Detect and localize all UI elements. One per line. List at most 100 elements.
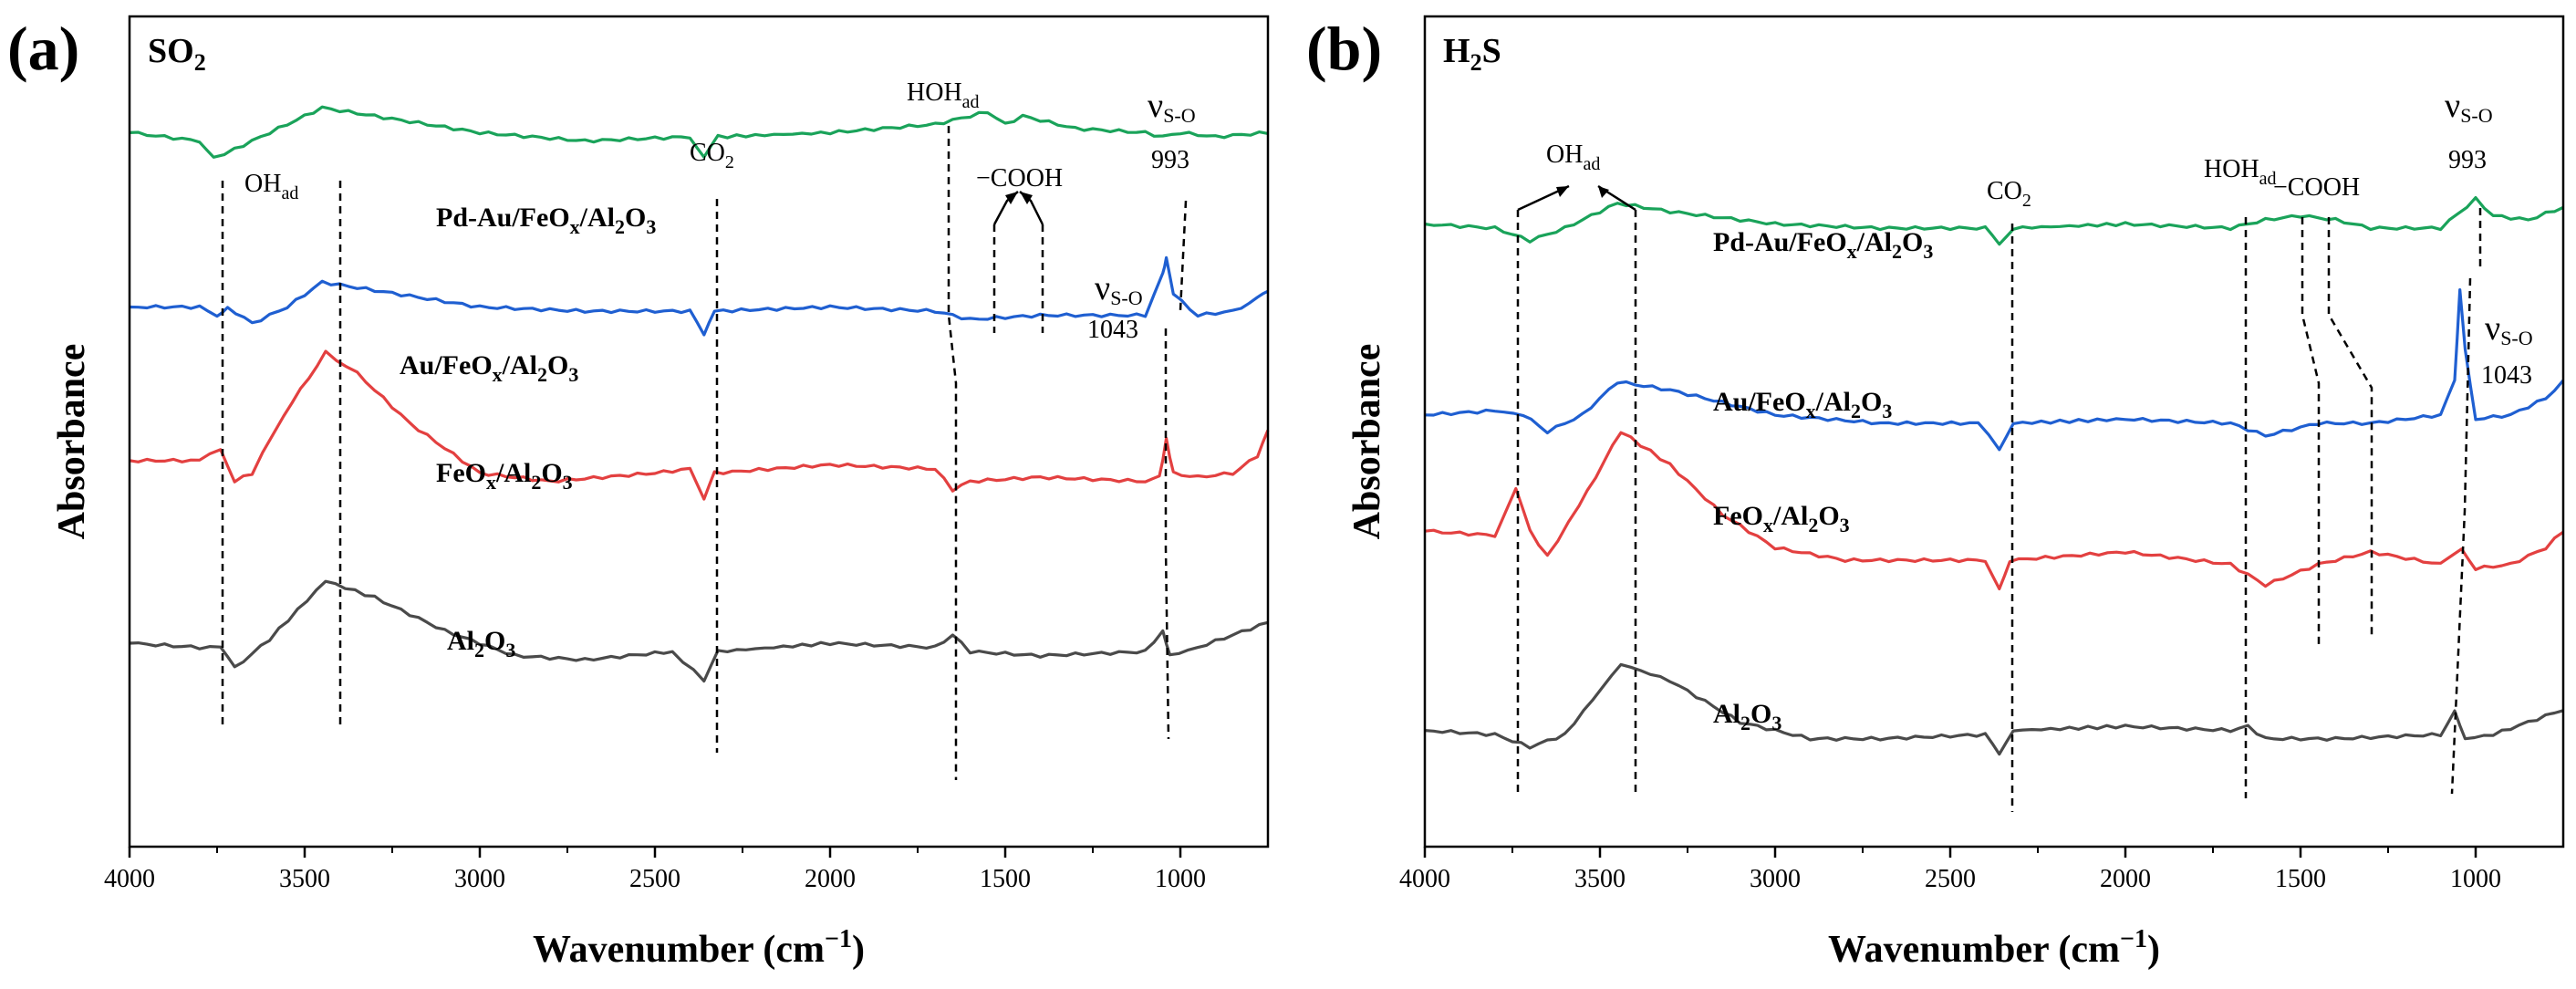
series-line-pd-au-feox-al2o3 <box>1424 196 2564 246</box>
ann-cooh-b: −COOH <box>2273 173 2360 202</box>
ann-hoh-b-main: HOH <box>2204 155 2259 183</box>
series-label-part: O <box>1818 501 1839 531</box>
ann-so-1043-b: νS-O <box>2485 309 2533 349</box>
ann-so-993-a: νS-O <box>1148 87 1196 127</box>
panel-b-title-main: H <box>1443 32 1470 70</box>
ann-hoh-b: HOHad <box>2204 155 2277 189</box>
series-label-pd-au-feox-al2o3: Pd-Au/FeOx/Al2O3 <box>436 203 656 238</box>
ann-hoh-a: HOHad <box>907 78 980 112</box>
ann-so-993-b-nu: ν <box>2445 87 2460 125</box>
series-line-al2o3 <box>129 579 1269 683</box>
series-label-part: 3 <box>1882 400 1892 422</box>
series-label-part: 3 <box>1771 712 1781 734</box>
series-label-part: O <box>1861 387 1882 417</box>
ann-hoh-a-main: HOH <box>907 78 962 107</box>
panel-a-x-axis-title-main: Wavenumber (cm <box>533 929 825 971</box>
series-label-part: O <box>625 203 646 233</box>
ann-oh-a: OHad <box>244 170 298 203</box>
panel-b-letter: (b) <box>1306 14 1382 83</box>
panel-a-x-axis-title-close: ) <box>852 929 865 971</box>
panel-a-series-labels: Pd-Au/FeOx/Al2O3Au/FeOx/Al2O3FeOx/Al2O3A… <box>400 203 656 661</box>
series-label-al2o3: Al2O3 <box>447 626 515 661</box>
guide-cooh-2-b <box>2327 217 2373 639</box>
panel-b-guides <box>1516 184 2482 812</box>
series-label-part: x <box>1806 400 1816 422</box>
x-tick-label-1500: 1500 <box>2275 865 2326 893</box>
ann-oh-a-main: OH <box>244 170 281 198</box>
panel-b-x-axis-title: Wavenumber (cm−1) <box>1828 925 2160 971</box>
panel-a-letter: (a) <box>7 14 79 83</box>
ann-so-1043-b-sub: S-O <box>2500 327 2532 349</box>
panel-b-chart: (b) H2S 4000 3500 3000 2500 2000 1500 1000 Pd-… <box>1306 14 2565 971</box>
panel-b-series-group <box>1424 196 2565 756</box>
x-tick-label-2000: 2000 <box>2100 865 2151 893</box>
series-label-feox-al2o3: FeOx/Al2O3 <box>1713 501 1850 536</box>
ann-cooh-a: −COOH <box>976 164 1063 193</box>
ann-so-993-b: νS-O <box>2445 87 2493 127</box>
series-label-part: 2 <box>531 471 541 494</box>
x-tick-label-2000: 2000 <box>805 865 856 893</box>
ann-so-1043-a-sub: S-O <box>1110 286 1142 309</box>
panel-b-x-axis-title-sup: −1 <box>2120 925 2147 953</box>
guide-so-993-a <box>1179 200 1188 311</box>
series-label-au-feox-al2o3: Au/FeOx/Al2O3 <box>1713 387 1892 422</box>
series-label-part: 2 <box>1808 514 1818 536</box>
series-label-part: 3 <box>1840 514 1850 536</box>
x-tick-label-4000: 4000 <box>104 865 155 893</box>
series-line-au-feox-al2o3 <box>129 255 1269 337</box>
ann-oh-a-sub: ad <box>281 183 298 203</box>
series-label-part: FeO <box>436 458 486 488</box>
series-label-part: 3 <box>505 639 515 661</box>
panel-b-x-axis-title-main: Wavenumber (cm <box>1828 929 2120 971</box>
ann-so-993-a-nu: ν <box>1148 87 1163 125</box>
panel-a-chart: (a) SO2 4000 3500 3000 2500 2000 1500 1000 Pd-… <box>7 14 1270 971</box>
x-tick-label-3000: 3000 <box>454 865 505 893</box>
panel-a-x-axis-title: Wavenumber (cm−1) <box>533 925 865 971</box>
ann-so-1043-b-nu: ν <box>2485 309 2500 348</box>
series-label-part: x <box>1847 240 1857 263</box>
series-label-part: 2 <box>474 639 484 661</box>
series-label-part: 3 <box>646 215 656 238</box>
panel-b-x-axis: 4000 3500 3000 2500 2000 1500 1000 <box>1399 847 2501 893</box>
series-label-part: x <box>486 471 496 494</box>
series-line-au-feox-al2o3 <box>1424 288 2565 452</box>
ann-hoh-a-sub: ad <box>962 92 980 112</box>
x-tick-label-1000: 1000 <box>2450 865 2501 893</box>
panel-b-x-axis-title-close: ) <box>2147 929 2160 971</box>
x-tick-label-1000: 1000 <box>1155 865 1206 893</box>
series-label-part: 3 <box>563 471 573 494</box>
series-label-part: x <box>1763 514 1773 536</box>
series-label-part: O <box>484 626 505 656</box>
series-label-au-feox-al2o3: Au/FeOx/Al2O3 <box>400 350 578 386</box>
ann-so-993-b-value: 993 <box>2448 146 2487 174</box>
panel-a-y-axis-title: Absorbance <box>51 344 93 540</box>
panel-b-series-labels: Pd-Au/FeOx/Al2O3Au/FeOx/Al2O3FeOx/Al2O3A… <box>1713 227 1933 734</box>
series-label-part: /Al <box>1815 387 1851 417</box>
series-label-part: Al <box>1713 699 1740 729</box>
panel-a-x-axis-title-sup: −1 <box>825 925 852 953</box>
ann-co2-a-main: CO <box>690 139 725 167</box>
series-label-part: 2 <box>1740 712 1750 734</box>
series-label-part: /Al <box>495 458 531 488</box>
ann-so-1043-a-nu: ν <box>1095 269 1110 307</box>
guide-cooh-1-b <box>2301 217 2321 648</box>
x-tick-label-4000: 4000 <box>1399 865 1450 893</box>
ann-hoh-b-sub: ad <box>2259 169 2277 189</box>
series-line-feox-al2o3 <box>129 349 1270 501</box>
series-label-part: 3 <box>1923 240 1933 263</box>
series-label-part: /Al <box>579 203 615 233</box>
ann-so-993-a-value: 993 <box>1151 146 1189 174</box>
ann-co2-a-sub: 2 <box>725 152 734 172</box>
series-label-part: x <box>570 215 580 238</box>
ann-so-1043-b-value: 1043 <box>2481 361 2532 390</box>
panel-a-plot-frame <box>128 15 1270 848</box>
panel-b-title-sub: 2 <box>1470 49 1482 76</box>
series-label-feox-al2o3: FeOx/Al2O3 <box>436 458 573 494</box>
panel-a-title-sub: 2 <box>194 49 206 76</box>
series-label-part: Pd-Au/FeO <box>1713 227 1847 257</box>
series-label-part: O <box>1750 699 1771 729</box>
series-label-part: O <box>541 458 562 488</box>
series-label-part: O <box>1902 227 1923 257</box>
series-label-part: Pd-Au/FeO <box>436 203 570 233</box>
